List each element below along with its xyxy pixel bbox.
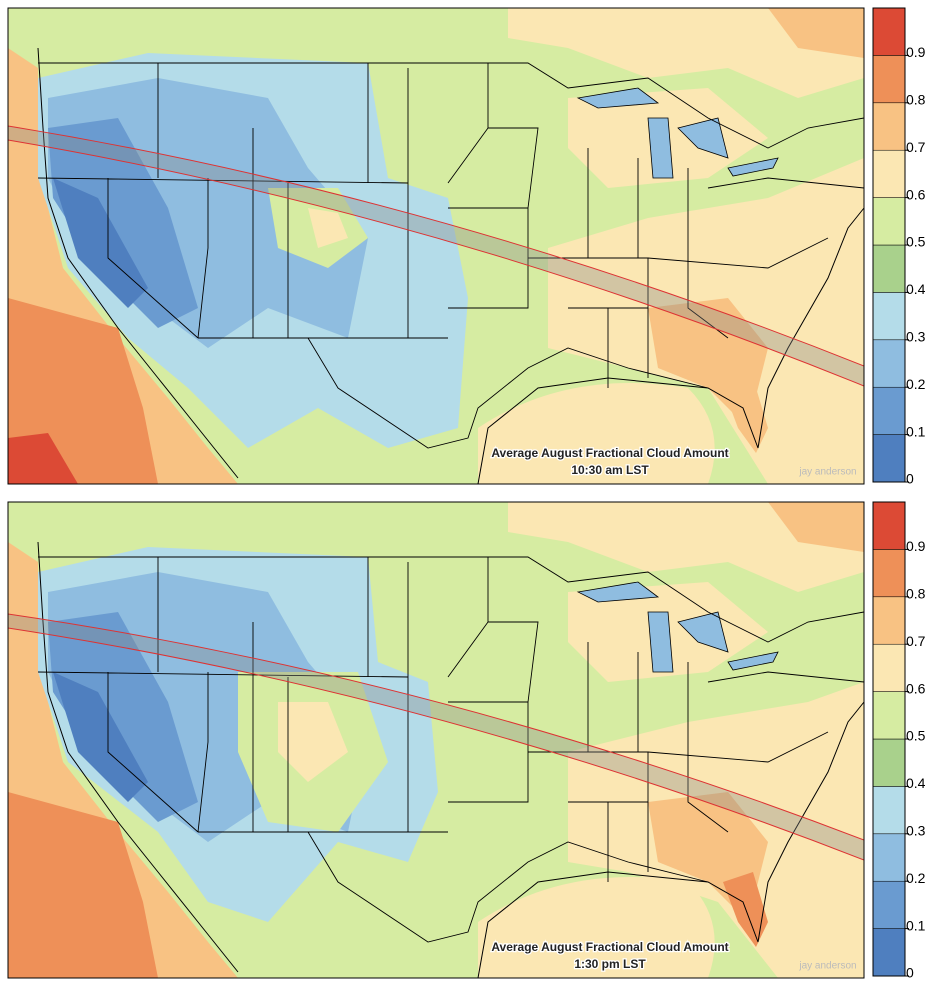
lake [677, 117, 729, 159]
colorbar-swatch [872, 549, 906, 598]
west-mid-blue [48, 118, 198, 328]
state-border [198, 63, 448, 339]
canada-orange [768, 8, 864, 58]
colorbar-swatch [872, 386, 906, 435]
lake [727, 157, 779, 177]
colorbar-label: 0.1 [906, 917, 926, 933]
credit: jay anderson [798, 467, 856, 478]
coastline [477, 207, 864, 484]
map-title: Average August Fractional Cloud Amount [491, 940, 728, 954]
colorbar-label: 0.5 [906, 234, 926, 250]
coastline [477, 701, 864, 978]
colorbar-label: 0 [906, 965, 914, 981]
state-border [37, 557, 409, 833]
canada-cream [508, 502, 864, 592]
map-title: Average August Fractional Cloud Amount [491, 446, 728, 460]
map-subtitle: 10:30 am LST [571, 463, 649, 477]
colorbar-label: 0.9 [906, 44, 926, 60]
canada-orange [768, 502, 864, 552]
colorbar-swatch [872, 244, 906, 293]
colorbar-swatch [872, 434, 906, 483]
colorbar-swatch [872, 501, 906, 550]
colorbar-swatch [872, 691, 906, 740]
colorbar-label: 0.7 [906, 139, 926, 155]
colorbar-label: 0.8 [906, 92, 926, 108]
west-dark-blue [53, 178, 148, 308]
rockies-cream [278, 702, 348, 782]
colorbar-label: 0.4 [906, 281, 926, 297]
map-layers [8, 8, 864, 484]
state-border [37, 63, 409, 339]
colorbar-swatch [872, 102, 906, 151]
colorbar-swatch [872, 928, 906, 977]
colorbar-label: 0.3 [906, 823, 926, 839]
colorbar-label: 0.1 [906, 423, 926, 439]
colorbar-swatch [872, 197, 906, 246]
state-border [607, 177, 864, 388]
rockies-cream [308, 208, 348, 248]
colorbar-swatch [872, 880, 906, 929]
lake [576, 581, 660, 603]
map-layers [8, 502, 864, 978]
colorbar-swatch [872, 339, 906, 388]
colorbar-label: 0.2 [906, 376, 926, 392]
map-frame [7, 7, 865, 485]
pacific-red [8, 433, 78, 484]
colorbar-label: 0.6 [906, 186, 926, 202]
colorbar-label: 0.3 [906, 329, 926, 345]
colorbar-label: 0.6 [906, 680, 926, 696]
colorbar-swatch [872, 292, 906, 341]
colorbar-label: 0 [906, 471, 914, 487]
lake [727, 651, 779, 671]
state-border [38, 556, 864, 643]
colorbar-label: 0.9 [906, 538, 926, 554]
map-panel: Average August Fractional Cloud Amount 1:… [7, 501, 865, 979]
colorbar-label: 0.2 [906, 870, 926, 886]
coastline [37, 47, 239, 479]
state-border [607, 671, 864, 882]
pacific-orange [8, 792, 158, 978]
colorbar-swatch [872, 643, 906, 692]
colorbar-swatch [872, 833, 906, 882]
colorbar-swatch [872, 738, 906, 787]
credit: jay anderson [798, 961, 856, 972]
state-border [307, 831, 709, 943]
colorbar-label: 0.8 [906, 586, 926, 602]
west-dark-blue [53, 672, 148, 802]
lake [576, 87, 660, 109]
state-border [198, 557, 448, 833]
map-frame [7, 501, 865, 979]
map-panel: Average August Fractional Cloud Amount 10… [7, 7, 865, 485]
canada-cream [508, 8, 864, 98]
west-mid-blue [48, 612, 198, 822]
colorbar-swatch [872, 596, 906, 645]
colorbar-swatch [872, 149, 906, 198]
lake [647, 611, 674, 673]
state-border [528, 148, 729, 339]
lake [677, 611, 729, 653]
state-border [307, 337, 709, 449]
gulf [478, 383, 715, 484]
colorbar-swatch [872, 786, 906, 835]
colorbar-label: 0.5 [906, 728, 926, 744]
gulf [478, 877, 715, 978]
state-border [38, 62, 864, 149]
lake [647, 117, 674, 179]
colorbar-swatch [872, 55, 906, 104]
eclipse-band [8, 125, 864, 387]
map-subtitle: 1:30 pm LST [574, 957, 646, 971]
colorbar-label: 0.7 [906, 633, 926, 649]
colorbar-label: 0.4 [906, 775, 926, 791]
colorbar-swatch [872, 7, 906, 56]
state-border [528, 642, 729, 833]
eclipse-band [8, 613, 864, 861]
